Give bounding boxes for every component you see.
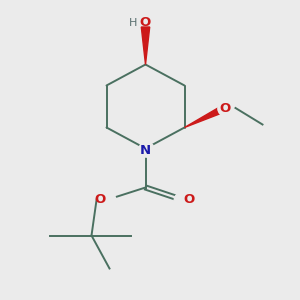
Text: O: O <box>219 101 231 115</box>
Text: H: H <box>129 17 137 28</box>
Text: O: O <box>94 193 106 206</box>
Text: N: N <box>140 144 151 158</box>
Polygon shape <box>184 105 226 128</box>
Text: O: O <box>183 193 194 206</box>
Polygon shape <box>141 27 150 64</box>
Text: O: O <box>139 16 150 29</box>
